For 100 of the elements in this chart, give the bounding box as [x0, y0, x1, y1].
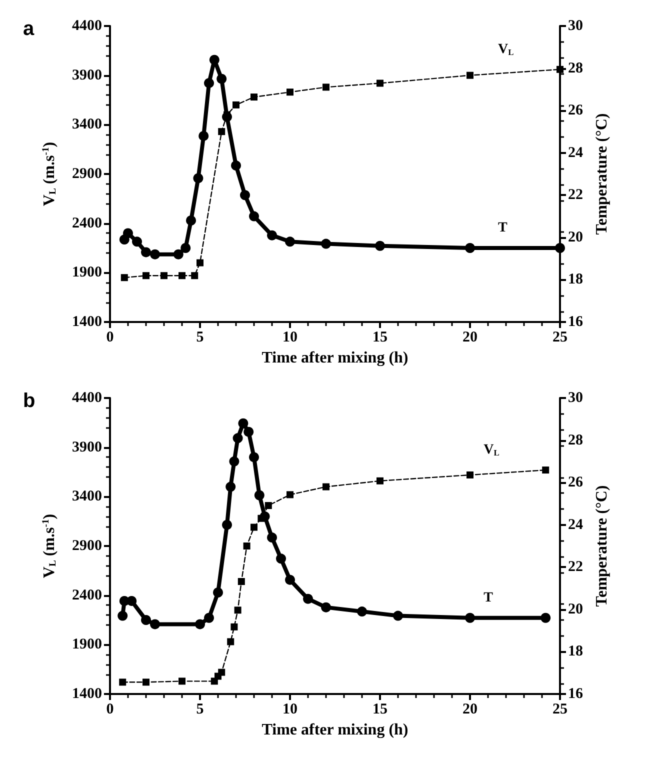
y2-tick-label: 18: [568, 644, 583, 660]
point: [195, 619, 205, 630]
point: [227, 638, 234, 646]
y-tick-label: 3400: [72, 488, 102, 505]
x-axis-title: Time after mixing (h): [262, 350, 408, 366]
y-tick-label: 4400: [72, 390, 102, 406]
x-tick-label: 20: [462, 702, 478, 718]
y-axis-title: VL (m.s-1): [40, 514, 58, 578]
y2-tick-label: 22: [568, 187, 583, 204]
point: [232, 101, 240, 108]
x-tick-label: 25: [552, 330, 568, 346]
point: [160, 272, 168, 280]
x-tick-label: 15: [372, 330, 388, 346]
point: [204, 78, 214, 88]
point: [178, 272, 186, 280]
point: [119, 678, 126, 686]
y2-tick-label: 24: [568, 144, 584, 161]
point: [231, 160, 241, 171]
y2-tick-label: 30: [568, 18, 583, 34]
x-tick-label: 15: [372, 702, 388, 718]
y-tick-label: 1900: [72, 636, 102, 653]
point: [244, 426, 254, 437]
y-tick-label: 3900: [72, 439, 102, 456]
y-tick-label: 2400: [72, 215, 102, 232]
point: [286, 491, 294, 498]
y2-tick-label: 22: [568, 559, 583, 576]
y-axis-title: VL (m.s-1): [40, 142, 58, 206]
point: [132, 236, 142, 247]
y2-tick-label: 16: [568, 686, 584, 702]
y2-axis-title: Temperature (°C): [594, 485, 610, 607]
point: [540, 612, 551, 623]
y2-tick-label: 18: [568, 272, 583, 288]
point: [141, 247, 151, 258]
point: [218, 128, 226, 136]
y-tick-label: 1400: [72, 686, 102, 702]
series-label: T: [498, 220, 508, 236]
y-tick-label: 2900: [72, 166, 102, 182]
y2-tick-label: 28: [568, 60, 583, 76]
point: [198, 130, 209, 141]
point: [243, 542, 250, 550]
y2-tick-label: 20: [568, 601, 583, 618]
point: [126, 596, 137, 606]
point: [218, 668, 226, 676]
x-tick-label: 5: [196, 330, 204, 346]
point: [150, 619, 160, 630]
point: [285, 236, 295, 247]
point: [542, 466, 550, 474]
point: [556, 66, 564, 73]
y-tick-label: 3400: [72, 116, 102, 133]
point: [393, 610, 403, 621]
y-tick-label: 3900: [72, 67, 102, 84]
y-tick-label: 2900: [72, 538, 102, 554]
y2-tick-label: 30: [568, 390, 583, 406]
point: [321, 238, 331, 249]
point: [234, 606, 242, 614]
point: [267, 532, 277, 543]
point: [209, 54, 220, 65]
series-label: VL: [484, 442, 500, 458]
point: [303, 594, 313, 604]
chart-title: a: [23, 18, 35, 40]
point: [249, 211, 259, 222]
y-tick-label: 4400: [72, 18, 102, 34]
x-tick-label: 25: [552, 702, 568, 718]
point: [376, 477, 384, 484]
x-tick-label: 20: [462, 330, 478, 346]
y2-axis-title: Temperature (°C): [594, 113, 610, 235]
point: [213, 588, 223, 598]
chart-title: b: [23, 390, 36, 412]
point: [142, 272, 150, 280]
point: [123, 228, 133, 238]
point: [191, 272, 198, 280]
point: [173, 249, 184, 260]
point: [226, 482, 236, 492]
y2-tick-label: 24: [568, 516, 584, 533]
point: [286, 88, 294, 96]
series-label: T: [484, 590, 494, 606]
point: [186, 216, 196, 226]
point: [267, 230, 277, 240]
x-tick-label: 10: [282, 330, 298, 346]
x-tick-label: 5: [196, 702, 204, 718]
y2-tick-label: 26: [568, 474, 584, 491]
point: [141, 615, 151, 625]
point: [142, 678, 150, 686]
series-label: VL: [498, 42, 514, 58]
point: [322, 84, 330, 91]
y2-tick-label: 28: [568, 432, 583, 448]
point: [264, 502, 272, 510]
y2-tick-label: 20: [568, 229, 583, 246]
x-tick-label: 0: [106, 330, 114, 346]
point: [250, 94, 258, 101]
point: [238, 578, 245, 586]
point: [322, 483, 330, 490]
y2-tick-label: 26: [568, 102, 584, 119]
y-tick-label: 1400: [72, 314, 102, 330]
point: [150, 249, 160, 260]
point: [178, 678, 186, 685]
point: [196, 259, 204, 266]
point: [229, 456, 240, 466]
point: [254, 490, 264, 500]
point: [230, 623, 238, 630]
